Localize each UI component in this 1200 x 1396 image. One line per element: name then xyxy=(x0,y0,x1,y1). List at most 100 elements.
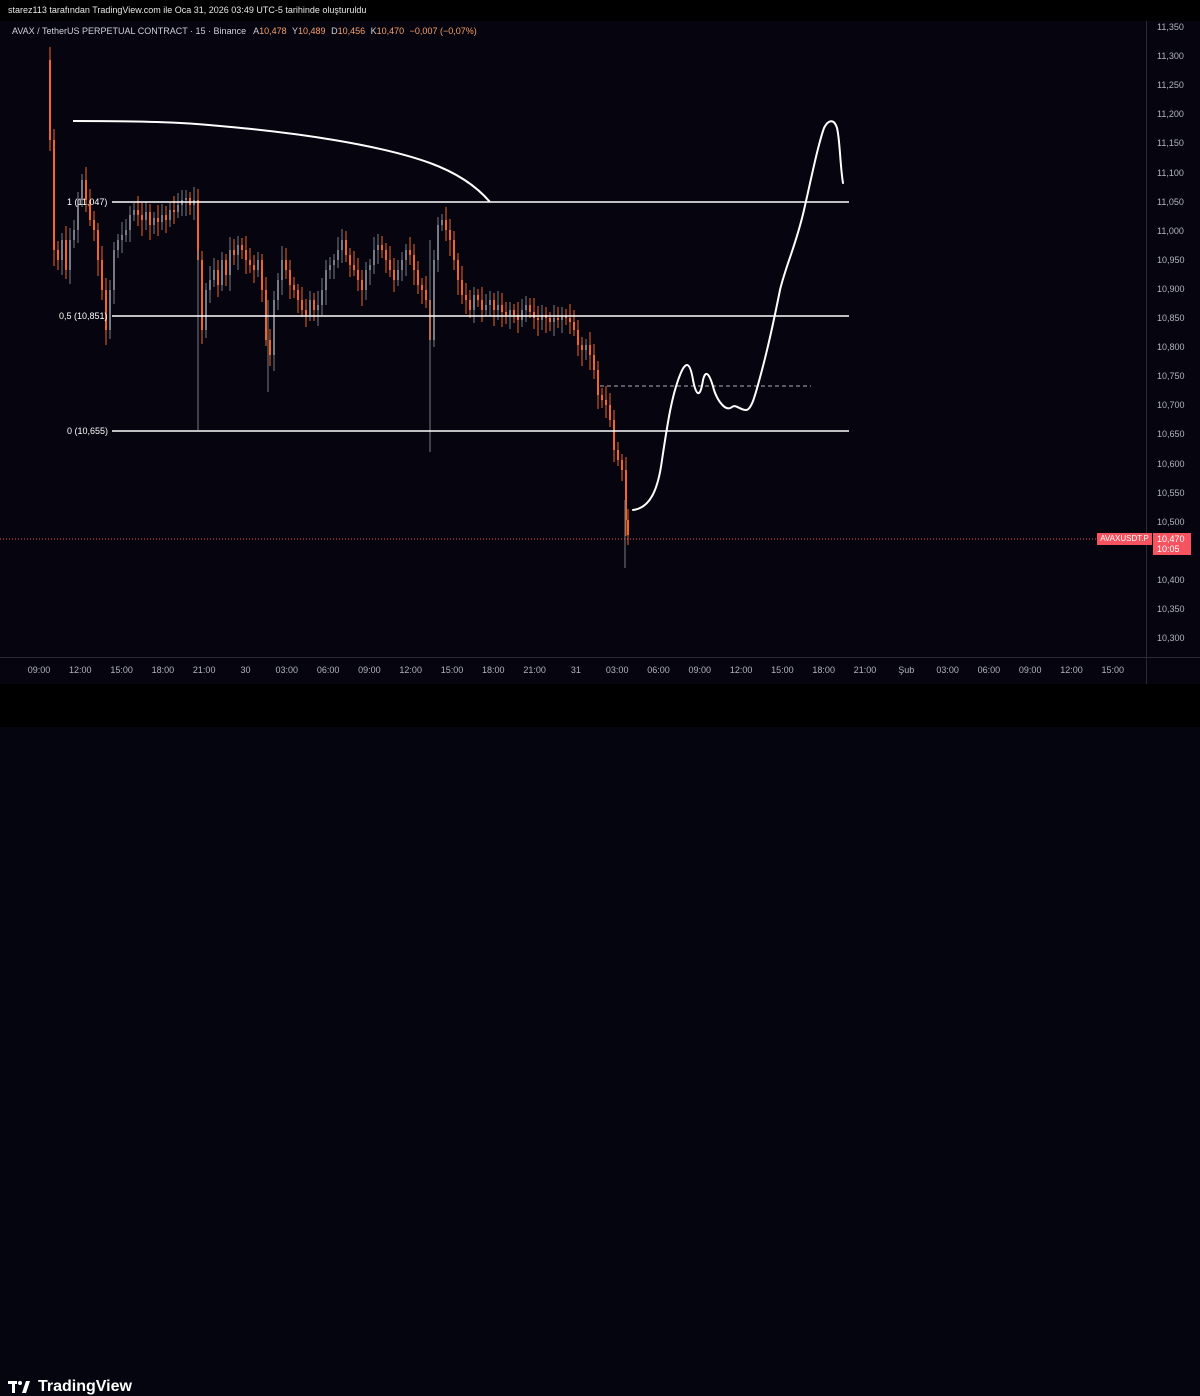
price-tick: 10,950 xyxy=(1157,254,1185,265)
time-tick: 09:00 xyxy=(688,665,712,675)
time-tick: 09:00 xyxy=(27,665,51,675)
candle-body xyxy=(237,245,239,255)
brand[interactable]: TradingView xyxy=(8,1378,132,1396)
candle-body xyxy=(509,310,511,315)
candle-body xyxy=(601,395,603,400)
candle-body xyxy=(145,212,147,220)
candle-body xyxy=(53,140,55,250)
candle-body xyxy=(413,255,415,270)
candle-body xyxy=(321,290,323,305)
time-tick: 12:00 xyxy=(1060,665,1083,675)
candle-body xyxy=(133,210,135,215)
candle-body xyxy=(97,230,99,260)
legend-close: 10,470 xyxy=(376,26,405,36)
candle-body xyxy=(121,235,123,240)
price-tick: 10,700 xyxy=(1157,400,1185,411)
candle-body xyxy=(625,470,627,520)
time-tick: 18:00 xyxy=(151,665,175,675)
candle-body xyxy=(85,180,87,200)
candle-body xyxy=(537,318,539,320)
candle-body xyxy=(313,300,315,310)
candle-body xyxy=(185,198,187,200)
time-tick: Şub xyxy=(898,665,915,675)
attribution-bar: starez113 tarafından TradingView.com ile… xyxy=(0,0,1200,21)
candle-body xyxy=(529,305,531,312)
candle-body xyxy=(437,225,439,260)
candle-body xyxy=(485,305,487,310)
candle-body xyxy=(329,265,331,270)
price-tick: 10,400 xyxy=(1157,574,1185,585)
candle-body xyxy=(457,260,459,280)
candle-body xyxy=(77,200,79,230)
time-tick: 06:00 xyxy=(647,665,670,675)
candle-body xyxy=(449,230,451,240)
candle-body xyxy=(225,260,227,275)
time-tick: 03:00 xyxy=(275,665,299,675)
candle-body xyxy=(561,316,563,320)
candle-body xyxy=(101,260,103,290)
candle-body xyxy=(157,218,159,222)
candle-body xyxy=(241,245,243,250)
time-tick: 06:00 xyxy=(977,665,1001,675)
candle-body xyxy=(581,345,583,350)
candle-body xyxy=(141,215,143,220)
candle-body xyxy=(433,260,435,340)
candle-body xyxy=(57,250,59,260)
candle-body xyxy=(305,310,307,315)
candle-body xyxy=(113,250,115,290)
candle-body xyxy=(417,270,419,285)
candles-group xyxy=(49,47,629,568)
candle-body xyxy=(109,290,111,330)
fib-label-1: 1 (11,047) xyxy=(67,197,108,207)
price-tick: 11,350 xyxy=(1157,22,1184,32)
chart-pane[interactable] xyxy=(0,21,1146,657)
candle-body xyxy=(297,290,299,300)
time-tick: 03:00 xyxy=(936,665,959,675)
candle-body xyxy=(453,240,455,260)
candle-body xyxy=(397,270,399,280)
candle-body xyxy=(245,250,247,260)
freehand-arc-drawing xyxy=(72,120,491,203)
candle-body xyxy=(405,250,407,260)
candle-body xyxy=(289,270,291,285)
candle-body xyxy=(389,260,391,270)
time-tick: 12:00 xyxy=(69,665,92,675)
legend-symbol: AVAX / TetherUS PERPETUAL CONTRACT · 15 … xyxy=(12,26,247,36)
candle-body xyxy=(353,265,355,270)
time-tick: 09:00 xyxy=(1018,665,1042,675)
candle-body xyxy=(613,420,615,450)
candle-body xyxy=(309,300,311,315)
chart-canvas xyxy=(0,47,1146,568)
brand-name: TradingView xyxy=(38,1378,132,1395)
candle-body xyxy=(277,280,279,300)
candle-body xyxy=(89,200,91,220)
candle-body xyxy=(125,230,127,235)
candle-body xyxy=(169,210,171,220)
candle-body xyxy=(549,318,551,322)
candle-body xyxy=(197,200,199,260)
time-axis[interactable] xyxy=(0,657,1146,684)
candle-body xyxy=(401,260,403,270)
candle-body xyxy=(205,290,207,330)
candle-body xyxy=(377,245,379,250)
time-tick: 21:00 xyxy=(192,665,216,675)
candle-body xyxy=(445,220,447,230)
tradingview-logo-icon xyxy=(8,1381,30,1393)
candle-body xyxy=(357,270,359,280)
candle-body xyxy=(421,285,423,290)
candle-countdown: 10:05 xyxy=(1157,544,1180,554)
candle-body xyxy=(477,295,479,300)
candle-body xyxy=(281,260,283,280)
candle-body xyxy=(221,260,223,285)
candle-body xyxy=(65,240,67,270)
candle-body xyxy=(525,305,527,310)
freehand-projection-drawing xyxy=(632,120,844,511)
axis-corner xyxy=(1146,657,1200,684)
candle-body xyxy=(173,210,175,212)
candle-body xyxy=(129,215,131,230)
legend-low-label: D xyxy=(331,26,338,36)
candle-body xyxy=(233,250,235,255)
candle-body xyxy=(569,318,571,322)
candle-body xyxy=(605,400,607,405)
candle-body xyxy=(325,270,327,290)
